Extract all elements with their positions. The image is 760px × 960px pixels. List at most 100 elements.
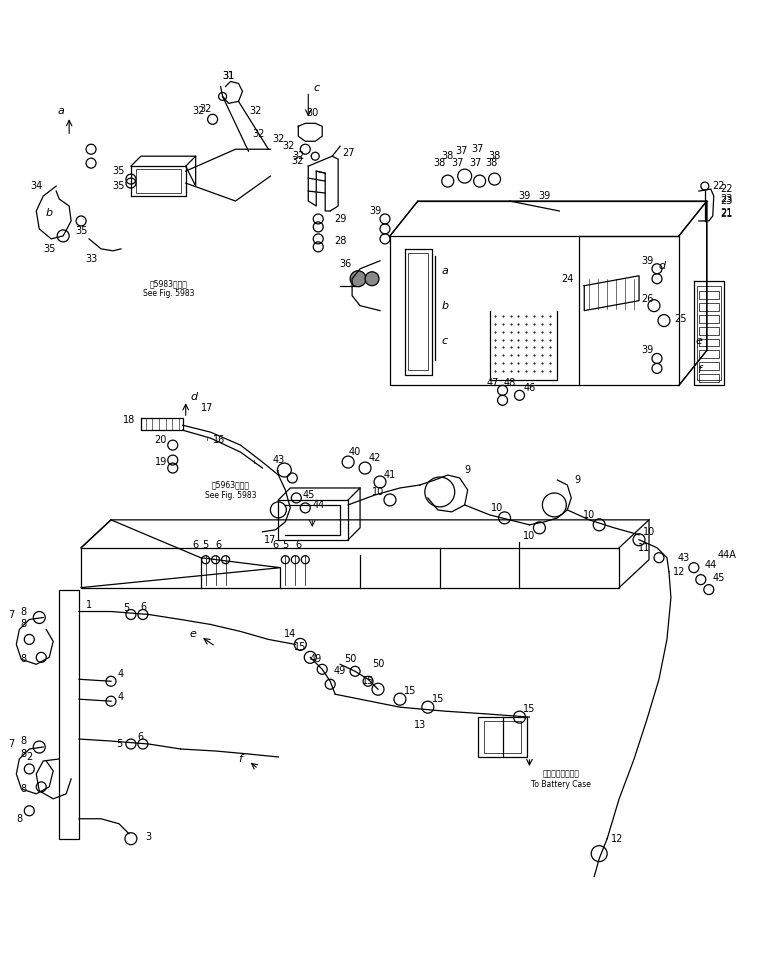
Text: 15: 15 [404,686,416,696]
Text: 41: 41 [384,470,396,480]
Bar [483,721,521,753]
Text: 39: 39 [641,346,653,355]
Text: 27: 27 [342,148,354,158]
Bar [699,374,719,382]
Text: 7: 7 [8,739,14,749]
Text: 17: 17 [201,403,214,413]
Text: 47: 47 [486,378,499,389]
Text: 12: 12 [611,833,623,844]
Text: 15: 15 [362,676,374,686]
Text: 15: 15 [294,642,306,653]
Text: 30: 30 [306,108,318,118]
Text: 16: 16 [213,435,225,445]
Text: 21: 21 [720,209,733,219]
Text: 42: 42 [369,453,382,463]
Text: 10: 10 [372,487,384,497]
Text: 23: 23 [720,196,733,206]
Text: 26: 26 [641,294,653,303]
Text: b: b [442,300,448,311]
Text: 38: 38 [442,151,454,161]
Text: 23: 23 [720,194,733,204]
Text: 6: 6 [192,540,198,550]
Text: 25: 25 [675,314,687,324]
Text: 22: 22 [713,181,725,191]
Text: 6: 6 [295,540,302,550]
Text: e: e [695,335,702,346]
Text: 第5983図参照
See Fig. 5983: 第5983図参照 See Fig. 5983 [143,279,195,299]
Text: 8: 8 [21,749,27,759]
Text: 8: 8 [21,619,27,630]
Text: 50: 50 [344,655,356,664]
Bar [477,717,527,757]
Text: 31: 31 [223,71,235,82]
Text: c: c [442,335,448,346]
Text: 38: 38 [434,158,446,168]
Text: 9: 9 [575,475,581,485]
Text: 6: 6 [216,540,222,550]
Text: 40: 40 [349,447,361,457]
Text: 20: 20 [154,435,167,445]
Text: 5: 5 [123,603,129,612]
Text: 6: 6 [272,540,278,550]
Text: 48: 48 [503,378,515,389]
Text: c: c [313,84,319,93]
Text: 35: 35 [43,244,55,253]
Text: 8: 8 [21,736,27,746]
Text: 5: 5 [116,739,122,749]
Text: 34: 34 [30,181,43,191]
Text: 43: 43 [272,455,284,465]
Bar [699,291,719,299]
Text: 31: 31 [223,71,235,82]
Text: 8: 8 [21,655,27,664]
Text: 44: 44 [312,500,325,510]
Text: 5: 5 [282,540,289,550]
Text: 37: 37 [451,158,464,168]
Text: 15: 15 [524,704,536,714]
Bar [408,252,428,371]
Text: d: d [658,261,666,271]
Text: 14: 14 [284,630,296,639]
Text: 29: 29 [334,214,347,224]
Text: 10: 10 [643,527,655,537]
Text: 32: 32 [292,151,305,161]
Text: 4: 4 [118,692,124,702]
Text: 49: 49 [309,655,321,664]
Text: 1: 1 [86,600,92,610]
Bar [699,326,719,334]
Bar [699,315,719,323]
Text: 39: 39 [641,255,653,266]
Text: 35: 35 [112,181,125,191]
Text: 43: 43 [678,553,690,563]
Text: 19: 19 [155,457,167,468]
Text: 36: 36 [339,259,351,269]
Text: 44: 44 [705,560,717,569]
Bar [59,589,79,839]
Bar [699,339,719,347]
Text: 38: 38 [486,158,498,168]
Text: 39: 39 [538,191,550,201]
Text: 39: 39 [518,191,530,201]
Text: 10: 10 [583,510,595,520]
Text: 5: 5 [202,540,209,550]
Text: 4: 4 [118,669,124,680]
Bar [136,169,181,193]
Bar [697,286,720,380]
Text: 35: 35 [75,226,87,236]
Text: a: a [58,107,65,116]
Text: 39: 39 [369,206,382,216]
Circle shape [350,271,366,287]
Text: 50: 50 [372,660,385,669]
Circle shape [365,272,379,286]
Text: 10: 10 [492,503,504,513]
Text: 2: 2 [26,752,33,762]
Text: 8: 8 [21,607,27,616]
Text: 7: 7 [8,610,14,619]
Text: 8: 8 [16,814,22,824]
Text: 3: 3 [146,831,152,842]
Text: 28: 28 [334,236,347,246]
Text: 6: 6 [141,602,147,612]
Text: d: d [190,393,198,402]
Text: b: b [46,208,52,218]
Text: 15: 15 [432,694,444,705]
Text: 10: 10 [524,531,536,540]
